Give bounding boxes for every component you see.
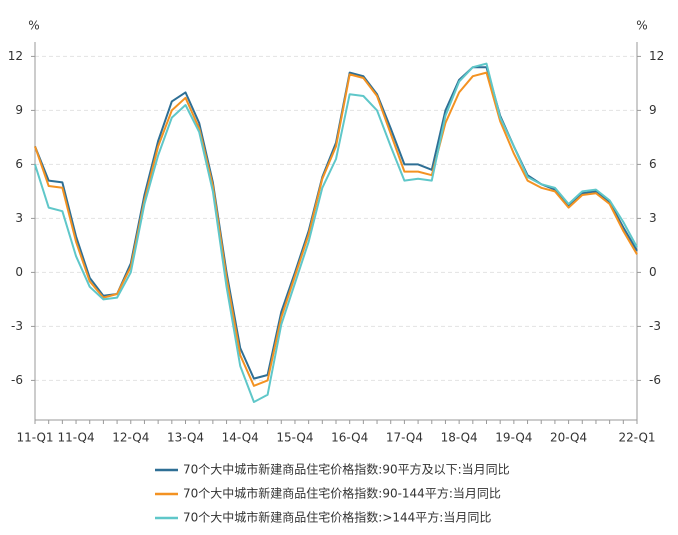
line-series [34,66,638,380]
y-tick-label: 6 [15,157,23,171]
y-tick-label: 0 [15,265,23,279]
x-tick-label: 15-Q4 [276,431,313,445]
x-tick-label: 19-Q4 [495,431,532,445]
y2-tick-label: 12 [649,49,664,63]
x-tick-label: 14-Q4 [222,431,259,445]
y-unit-left: % [28,19,39,33]
x-tick-label: 11-Q4 [57,431,94,445]
legend: 70个大中城市新建商品住宅价格指数:90平方及以下:当月同比 70个大中城市新建商… [155,462,510,525]
line-series [34,62,638,403]
y-unit-right: % [636,19,647,33]
legend-label: 70个大中城市新建商品住宅价格指数:90-144平方:当月同比 [183,486,501,501]
x-tick-label: 13-Q4 [167,431,204,445]
legend-label: 70个大中城市新建商品住宅价格指数:>144平方:当月同比 [183,510,491,525]
line-series [34,71,638,387]
y-tick-label: -6 [11,373,23,387]
x-tick-label: 12-Q4 [112,431,149,445]
x-tick-label: 22-Q1 [618,431,655,445]
x-tick-label: 20-Q4 [550,431,587,445]
y2-tick-label: 3 [649,211,657,225]
y-tick-label: 9 [15,103,23,117]
y2-tick-label: -3 [649,319,661,333]
y-tick-label: 12 [8,49,23,63]
y2-tick-label: 0 [649,265,657,279]
legend-label: 70个大中城市新建商品住宅价格指数:90平方及以下:当月同比 [183,462,510,477]
y2-tick-label: 6 [649,157,657,171]
y2-tick-label: 9 [649,103,657,117]
x-tick-label: 17-Q4 [386,431,423,445]
y-tick-label: -3 [11,319,23,333]
x-tick-label: 18-Q4 [441,431,478,445]
x-tick-label: 11-Q1 [16,431,53,445]
y-tick-label: 3 [15,211,23,225]
y2-tick-label: -6 [649,373,661,387]
x-tick-label: 16-Q4 [331,431,368,445]
